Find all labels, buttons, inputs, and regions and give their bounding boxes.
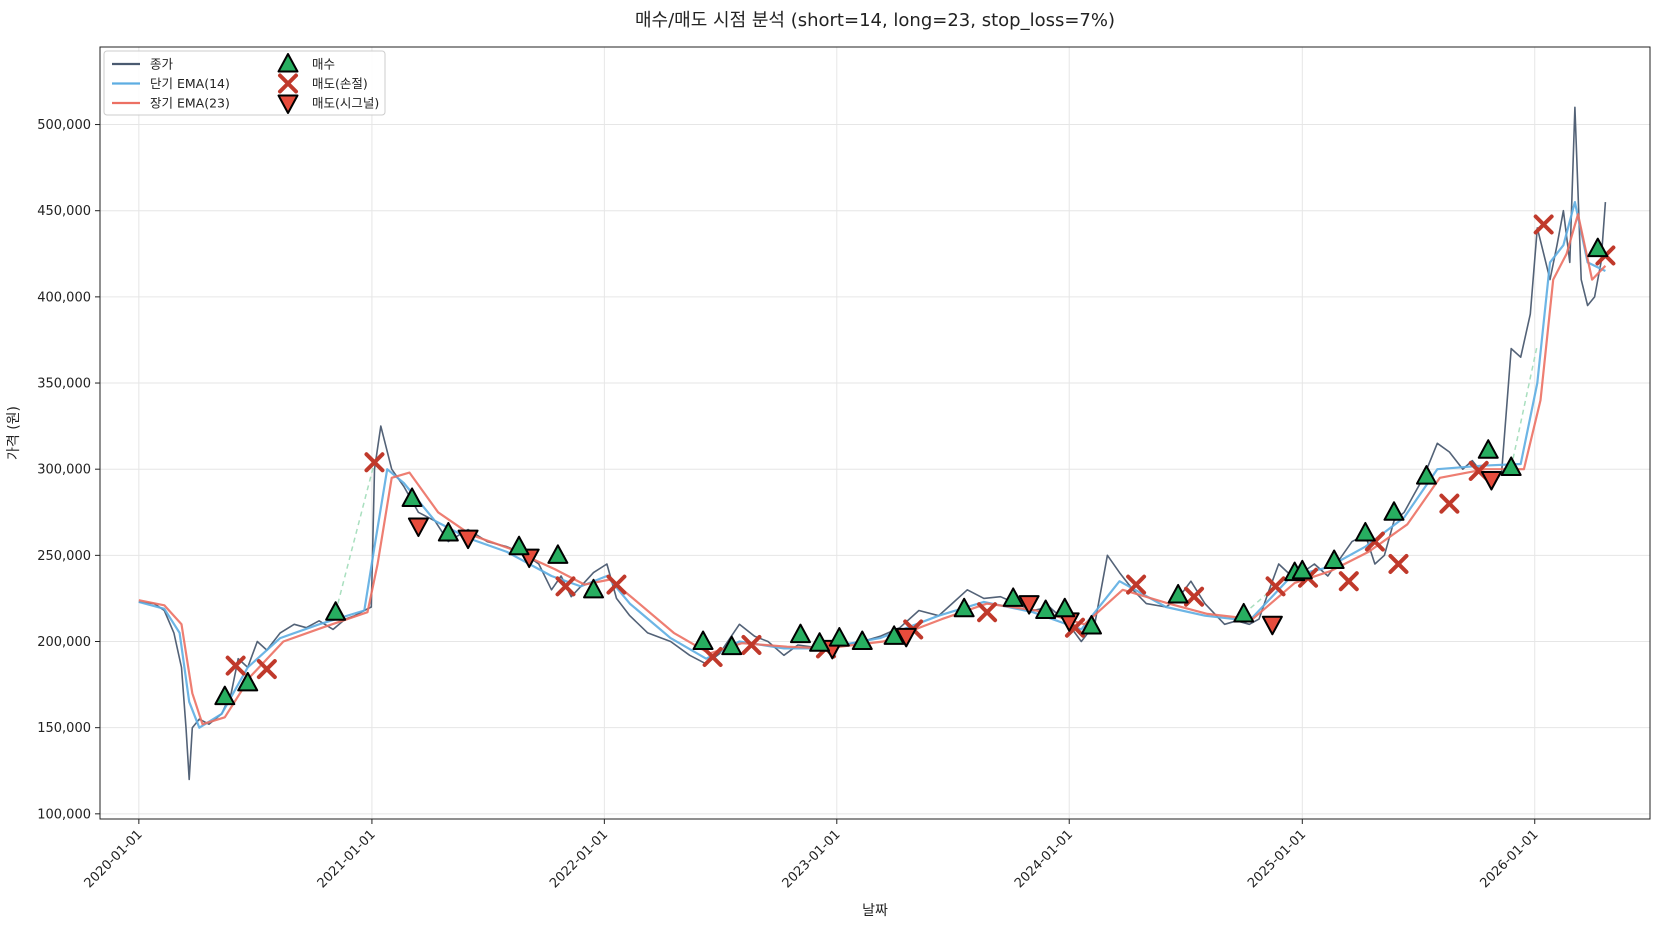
signal-sell-marker <box>1018 595 1040 615</box>
buy-signal-marker <box>1167 583 1189 604</box>
signal-sell-marker <box>895 627 917 648</box>
buy-signal-marker <box>547 544 569 564</box>
buy-signal-marker <box>508 535 530 556</box>
legend-label: 매도(시그널) <box>312 96 379 111</box>
signal-sell-marker <box>1261 615 1283 636</box>
legend-swatch-stop-loss <box>278 73 298 94</box>
y-axis-label: 가격 (원) <box>6 406 22 460</box>
buy-signal-marker <box>237 671 259 692</box>
trade-link-dashed <box>1510 344 1539 468</box>
legend-swatch-buy <box>277 53 299 73</box>
buy-signal-marker <box>953 597 975 618</box>
buy-signal-marker <box>851 630 873 651</box>
stop-loss-sell-marker <box>702 647 723 668</box>
signal-sell-marker <box>457 529 479 550</box>
y-tick-label: 200,000 <box>37 635 91 650</box>
buy-signal-marker <box>1415 465 1437 485</box>
y-tick-label: 350,000 <box>37 377 91 392</box>
trade-link-dashed <box>1243 585 1277 615</box>
buy-signal-marker <box>437 521 459 542</box>
buy-signal-marker <box>1035 599 1057 619</box>
buy-signal-marker <box>1002 587 1024 607</box>
buy-signal-marker <box>1054 597 1076 618</box>
legend-label: 장기 EMA(23) <box>150 96 230 111</box>
signal-sell-marker <box>1480 471 1502 491</box>
buy-signal-marker <box>1500 456 1522 476</box>
buy-signal-marker <box>1081 615 1103 635</box>
stop-loss-sell-marker <box>1439 493 1460 514</box>
stop-loss-sell-marker <box>1126 574 1147 595</box>
buy-signal-marker <box>1354 521 1376 542</box>
series-line-3 <box>138 213 1607 726</box>
legend-label: 매수 <box>312 57 335 72</box>
buy-signal-marker <box>721 635 743 656</box>
buy-signal-marker <box>1477 439 1499 459</box>
stop-loss-sell-marker <box>1388 553 1409 574</box>
stop-loss-sell-marker <box>555 576 576 597</box>
x-tick-label: 2024-01-01 <box>1012 827 1076 891</box>
buy-signal-marker <box>828 627 850 647</box>
buy-signal-marker <box>789 623 811 644</box>
signal-sell-marker <box>407 517 429 538</box>
buy-signal-marker <box>583 578 605 599</box>
buy-signal-marker <box>1323 549 1345 570</box>
series-line-2 <box>138 201 1606 729</box>
series-line-1 <box>138 106 1607 781</box>
stop-loss-sell-marker <box>225 655 246 676</box>
buy-signal-marker <box>401 487 423 507</box>
legend-swatch-signal-sell <box>277 94 299 114</box>
y-tick-label: 150,000 <box>37 721 91 736</box>
y-tick-label: 500,000 <box>37 118 91 133</box>
legend-label: 종가 <box>150 57 174 72</box>
buy-signal-marker <box>1291 559 1313 580</box>
x-tick-label: 2020-01-01 <box>82 827 146 891</box>
x-tick-label: 2025-01-01 <box>1245 827 1309 891</box>
x-axis-label: 날짜 <box>862 903 888 919</box>
buy-signal-marker <box>214 685 236 706</box>
axis-layer: 100,000 150,000 200,000 250,000 300,000 350,0… <box>37 118 1541 891</box>
legend-box <box>103 50 386 116</box>
buy-signal-marker <box>1587 237 1609 258</box>
buy-signal-marker <box>692 630 714 651</box>
grid-layer <box>100 47 1650 819</box>
stop-loss-sell-marker <box>1533 214 1554 235</box>
plot-area-frame <box>99 46 1651 820</box>
stop-loss-sell-marker <box>256 659 277 680</box>
stop-loss-sell-marker <box>364 452 385 473</box>
y-tick-label: 300,000 <box>37 463 91 478</box>
buy-signal-marker <box>1383 501 1405 521</box>
legend-label: 매도(손절) <box>312 76 368 91</box>
stop-loss-sell-marker <box>977 602 998 623</box>
buy-signal-marker <box>1233 602 1255 623</box>
series-layer <box>138 106 1607 781</box>
x-tick-label: 2026-01-01 <box>1478 827 1542 891</box>
x-tick-label: 2022-01-01 <box>547 827 611 891</box>
x-tick-label: 2023-01-01 <box>780 827 844 891</box>
stop-loss-sell-marker <box>606 574 627 595</box>
legend-label: 단기 EMA(14) <box>150 76 230 91</box>
stop-loss-sell-marker <box>741 634 762 655</box>
y-tick-label: 250,000 <box>37 549 91 564</box>
buy-signal-marker <box>883 625 905 645</box>
stop-loss-sell-marker <box>1184 586 1205 607</box>
y-tick-label: 450,000 <box>37 204 91 219</box>
trade-link-dashed <box>334 462 376 613</box>
buy-signal-marker <box>809 632 831 652</box>
stop-loss-sell-marker <box>1265 576 1286 597</box>
y-tick-label: 100,000 <box>37 807 91 822</box>
buy-signal-marker <box>325 601 347 621</box>
y-tick-label: 400,000 <box>37 290 91 305</box>
x-tick-label: 2021-01-01 <box>315 827 379 891</box>
chart-title: 매수/매도 시점 분석 (short=14, long=23, stop_los… <box>635 10 1115 31</box>
stop-loss-sell-marker <box>1338 571 1359 592</box>
marker-layer <box>214 214 1616 706</box>
